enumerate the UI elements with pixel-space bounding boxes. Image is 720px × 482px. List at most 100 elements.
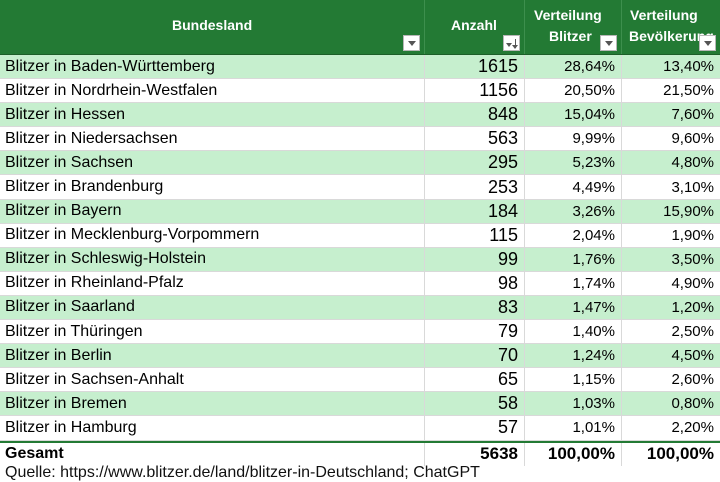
row-dist-blitzer[interactable]: 1,74% (525, 271, 622, 295)
table-row: Blitzer in Baden-Württemberg 1615 28,64% 13… (0, 55, 720, 80)
table-row: Blitzer in Hamburg 57 1,01% 2,20% (0, 416, 720, 441)
table-row: Blitzer in Rheinland-Pfalz 98 1,74% 4,90% (0, 271, 720, 296)
table-body: Blitzer in Baden-Württemberg 1615 28,64% 13… (0, 55, 720, 441)
table-row: Blitzer in Saarland 83 1,47% 1,20% (0, 295, 720, 321)
row-name[interactable]: Blitzer in Bremen (0, 392, 425, 416)
header-verteilung-bevoelkerung: Verteilung Bevölkerung (622, 0, 720, 54)
row-dist-bevoelkerung[interactable]: 2,50% (671, 323, 714, 341)
row-dist-bevoelkerung[interactable]: 9,60% (671, 130, 714, 148)
row-name[interactable]: Blitzer in Niedersachsen (0, 127, 425, 151)
row-dist-bevoelkerung[interactable]: 3,10% (671, 178, 714, 196)
row-name[interactable]: Blitzer in Berlin (0, 344, 425, 368)
row-dist-bevoelkerung[interactable]: 1,20% (671, 298, 714, 316)
row-count[interactable]: 57 (425, 416, 525, 440)
header-verteilung-bevoelkerung-line2: Bevölkerung (629, 28, 714, 44)
table-row: Blitzer in Hessen 848 15,04% 7,60% (0, 103, 720, 128)
row-dist-blitzer[interactable]: 3,26% (525, 199, 622, 223)
table-row: Blitzer in Sachsen 295 5,23% 4,80% (0, 151, 720, 176)
row-name[interactable]: Blitzer in Sachsen-Anhalt (0, 368, 425, 392)
filter-dropdown-icon[interactable] (403, 35, 420, 51)
header-verteilung-blitzer: Verteilung Blitzer (525, 0, 622, 54)
total-count: 5638 (425, 442, 525, 466)
row-count[interactable]: 1615 (425, 55, 525, 79)
header-bundesland: Bundesland (0, 0, 425, 54)
row-dist-bevoelkerung[interactable]: 21,50% (663, 82, 714, 100)
data-table: Bundesland Anzahl Verteilung Blitzer Ver… (0, 0, 720, 466)
table-row: Blitzer in Bayern 184 3,26% 15,90% (0, 199, 720, 224)
row-dist-bevoelkerung[interactable]: 0,80% (671, 395, 714, 413)
row-dist-blitzer[interactable]: 28,64% (525, 55, 622, 79)
row-dist-blitzer[interactable]: 20,50% (525, 79, 622, 103)
row-count[interactable]: 184 (425, 199, 525, 223)
filter-dropdown-icon[interactable] (600, 35, 617, 51)
row-count[interactable]: 115 (425, 223, 525, 247)
row-name[interactable]: Blitzer in Schleswig-Holstein (0, 247, 425, 271)
row-dist-blitzer[interactable]: 1,24% (525, 344, 622, 368)
table-row: Blitzer in Sachsen-Anhalt 65 1,15% 2,60% (0, 368, 720, 393)
row-name[interactable]: Blitzer in Baden-Württemberg (0, 55, 425, 79)
header-verteilung-blitzer-line1: Verteilung (534, 7, 602, 23)
row-count[interactable]: 83 (425, 295, 525, 320)
row-count[interactable]: 1156 (425, 79, 525, 103)
table-row: Blitzer in Thüringen 79 1,40% 2,50% (0, 320, 720, 345)
total-row: Gesamt 5638 100,00% 100,00% (0, 440, 720, 466)
row-count[interactable]: 79 (425, 320, 525, 344)
header-anzahl-label: Anzahl (451, 17, 497, 33)
row-dist-bevoelkerung[interactable]: 4,90% (671, 274, 714, 292)
row-name[interactable]: Blitzer in Rheinland-Pfalz (0, 271, 425, 295)
row-name[interactable]: Blitzer in Mecklenburg-Vorpommern (0, 223, 425, 247)
row-dist-blitzer[interactable]: 5,23% (525, 151, 622, 175)
table-row: Blitzer in Brandenburg 253 4,49% 3,10% (0, 175, 720, 200)
row-name[interactable]: Blitzer in Thüringen (0, 320, 425, 344)
sort-descending-filter-icon[interactable] (503, 35, 520, 51)
row-name[interactable]: Blitzer in Nordrhein-Westfalen (0, 79, 425, 103)
row-count[interactable]: 253 (425, 175, 525, 199)
table-row: Blitzer in Bremen 58 1,03% 0,80% (0, 392, 720, 417)
row-count[interactable]: 295 (425, 151, 525, 175)
row-count[interactable]: 58 (425, 392, 525, 416)
row-dist-blitzer[interactable]: 1,47% (525, 295, 622, 320)
row-count[interactable]: 70 (425, 344, 525, 368)
header-bundesland-label: Bundesland (172, 17, 253, 33)
row-dist-blitzer[interactable]: 1,01% (525, 416, 622, 440)
source-note: Quelle: https://www.blitzer.de/land/blit… (5, 464, 480, 481)
row-count[interactable]: 848 (425, 103, 525, 127)
row-dist-blitzer[interactable]: 1,76% (525, 247, 622, 271)
table-header: Bundesland Anzahl Verteilung Blitzer Ver… (0, 0, 720, 55)
row-dist-bevoelkerung[interactable]: 3,50% (671, 250, 714, 268)
row-name[interactable]: Blitzer in Sachsen (0, 151, 425, 175)
row-dist-blitzer[interactable]: 1,15% (525, 368, 622, 392)
total-dist: 100,00% (525, 442, 622, 466)
row-dist-blitzer[interactable]: 9,99% (525, 127, 622, 151)
row-dist-bevoelkerung[interactable]: 15,90% (663, 202, 714, 220)
row-dist-bevoelkerung[interactable]: 2,60% (671, 371, 714, 389)
row-dist-bevoelkerung[interactable]: 13,40% (663, 58, 714, 76)
row-dist-bevoelkerung[interactable]: 4,50% (671, 347, 714, 365)
filter-dropdown-icon[interactable] (699, 35, 716, 51)
row-dist-bevoelkerung[interactable]: 2,20% (671, 419, 714, 437)
header-verteilung-bevoelkerung-line1: Verteilung (630, 7, 698, 23)
table-row: Blitzer in Berlin 70 1,24% 4,50% (0, 344, 720, 369)
row-dist-blitzer[interactable]: 2,04% (525, 223, 622, 247)
table-row: Blitzer in Niedersachsen 563 9,99% 9,60% (0, 127, 720, 152)
row-dist-bevoelkerung[interactable]: 4,80% (671, 154, 714, 172)
row-dist-bevoelkerung[interactable]: 7,60% (671, 106, 714, 124)
row-count[interactable]: 99 (425, 247, 525, 271)
row-dist-blitzer[interactable]: 1,40% (525, 320, 622, 344)
row-name[interactable]: Blitzer in Hessen (0, 103, 425, 127)
row-count[interactable]: 563 (425, 127, 525, 151)
row-name[interactable]: Blitzer in Bayern (0, 199, 425, 223)
row-dist-blitzer[interactable]: 15,04% (525, 103, 622, 127)
total-pop: 100,00% (646, 444, 714, 463)
row-count[interactable]: 98 (425, 271, 525, 295)
row-count[interactable]: 65 (425, 368, 525, 392)
row-dist-blitzer[interactable]: 1,03% (525, 392, 622, 416)
row-name[interactable]: Blitzer in Hamburg (0, 416, 425, 440)
row-name[interactable]: Blitzer in Brandenburg (0, 175, 425, 199)
table-row: Blitzer in Nordrhein-Westfalen 1156 20,50%… (0, 79, 720, 104)
row-name[interactable]: Blitzer in Saarland (0, 295, 425, 320)
header-anzahl: Anzahl (425, 0, 525, 54)
total-label: Gesamt (0, 442, 425, 466)
row-dist-blitzer[interactable]: 4,49% (525, 175, 622, 199)
row-dist-bevoelkerung[interactable]: 1,90% (671, 226, 714, 244)
